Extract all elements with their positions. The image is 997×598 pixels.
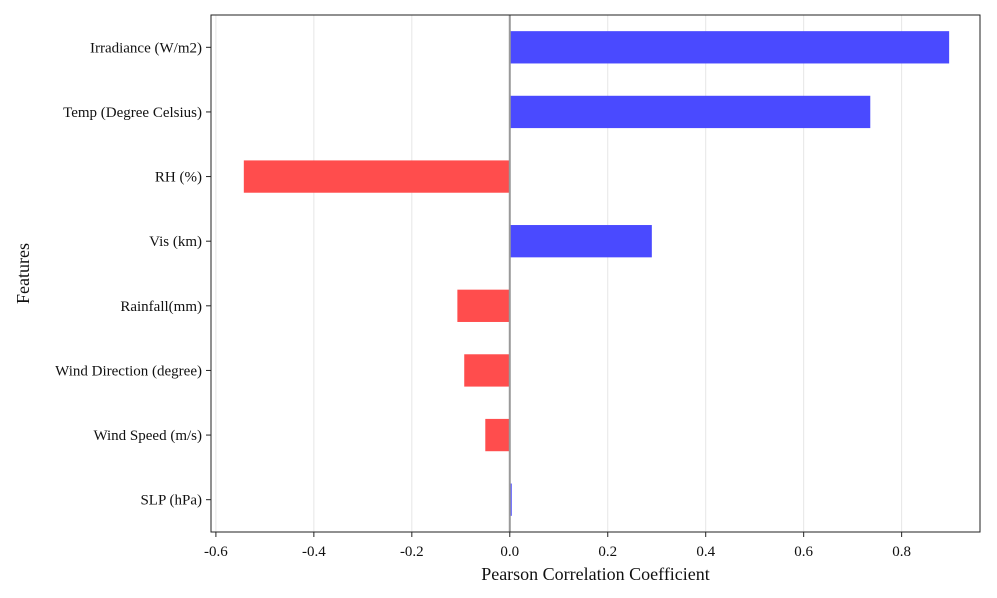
y-tick-label: RH (%): [155, 170, 202, 186]
y-axis-label: Features: [13, 243, 33, 304]
x-tick-label: -0.6: [204, 544, 228, 560]
y-tick-label: Temp (Degree Celsius): [63, 105, 202, 121]
x-tick-label: 0.0: [500, 544, 519, 560]
x-tick-label: 0.8: [892, 544, 911, 560]
bar-layer: [243, 31, 950, 516]
bar: [509, 225, 652, 258]
x-tick-label: -0.2: [400, 544, 424, 560]
x-tick-label: 0.4: [696, 544, 715, 560]
bar: [464, 354, 510, 387]
bar: [243, 160, 510, 193]
y-tick-label: Wind Speed (m/s): [93, 428, 202, 444]
x-axis-label: Pearson Correlation Coefficient: [481, 564, 710, 584]
y-tick-label: Irradiance (W/m2): [90, 40, 202, 56]
y-tick-label: Rainfall(mm): [120, 299, 202, 315]
bar: [457, 289, 510, 322]
grid-layer: [215, 15, 903, 532]
bar: [485, 418, 510, 452]
x-tick-layer: -0.6 -0.4 -0.2 0.0 0.2 0.4 0.6 0.8: [204, 532, 911, 560]
y-tick-layer: Irradiance (W/m2) Temp (Degree Celsius) RH…: [55, 40, 211, 509]
x-tick-label: 0.2: [598, 544, 617, 560]
x-tick-label: 0.6: [794, 544, 813, 560]
y-tick-label: SLP (hPa): [140, 493, 202, 509]
x-tick-label: -0.4: [302, 544, 326, 560]
bar: [509, 95, 871, 129]
y-tick-label: Wind Direction (degree): [55, 363, 202, 379]
plot-frame: [210, 14, 981, 533]
y-tick-label: Vis (km): [149, 234, 202, 250]
bar: [509, 31, 950, 64]
